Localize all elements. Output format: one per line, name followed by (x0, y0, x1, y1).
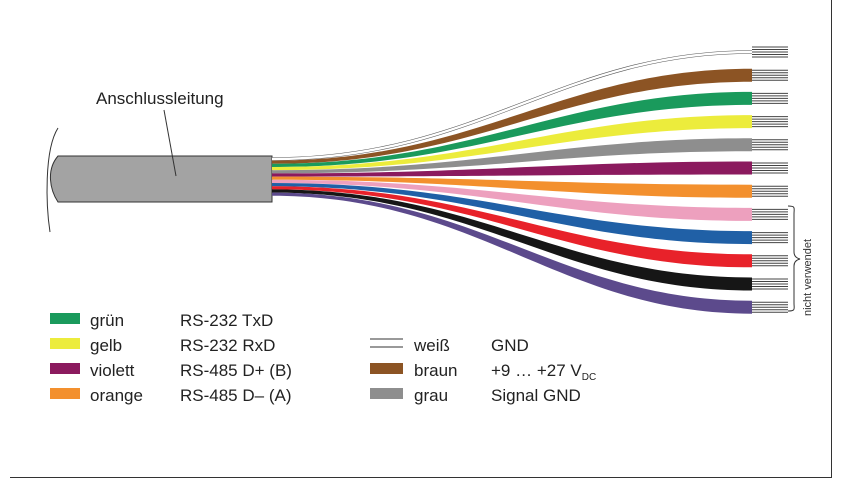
wire-tip-3 (752, 116, 788, 128)
wire-bundle (271, 46, 788, 314)
legend-color-name: gelb (90, 336, 122, 355)
wire-5 (272, 161, 788, 177)
legend-swatch (50, 363, 80, 374)
legend: grün RS-232 TxD gelb RS-232 RxD violett RS-48… (50, 311, 596, 405)
wire-1 (272, 68, 788, 164)
legend-color-name: braun (414, 361, 457, 380)
legend-row-weiß: weiß GND (370, 336, 529, 355)
legend-signal: GND (491, 336, 529, 355)
wire-4 (272, 138, 788, 174)
wire-11 (272, 192, 788, 314)
wire-10 (272, 189, 788, 291)
legend-signal: RS-232 RxD (180, 336, 275, 355)
legend-signal: +9 … +27 VDC (491, 361, 596, 383)
legend-row-grau: grau Signal GND (370, 386, 581, 405)
legend-signal: Signal GND (491, 386, 581, 405)
wire-tip-10 (752, 278, 788, 290)
legend-row-violett: violett RS-485 D+ (B) (50, 361, 292, 380)
legend-signal: RS-485 D– (A) (180, 386, 291, 405)
legend-row-orange: orange RS-485 D– (A) (50, 386, 291, 405)
unused-label: nicht verwendet (802, 239, 814, 316)
diagram-frame (10, 0, 832, 478)
wire-tip-4 (752, 139, 788, 151)
wire-9 (272, 186, 788, 268)
legend-color-name: orange (90, 386, 143, 405)
legend-color-name: grün (90, 311, 124, 330)
wire-0 (271, 46, 788, 161)
legend-swatch (50, 338, 80, 349)
legend-color-name: weiß (413, 336, 450, 355)
legend-row-gelb: gelb RS-232 RxD (50, 336, 275, 355)
wire-8 (272, 183, 788, 245)
cable-label-leader (163, 109, 177, 177)
legend-swatch (370, 363, 403, 374)
wire-3 (272, 115, 788, 171)
cable-label: Anschlussleitung (96, 89, 224, 108)
wire-7 (272, 179, 788, 221)
legend-swatch (370, 388, 403, 399)
wire-tip-2 (752, 92, 788, 104)
legend-swatch (50, 388, 80, 399)
wire-tip-7 (752, 208, 788, 220)
wire-tip-5 (752, 162, 788, 174)
wire-tip-11 (752, 301, 788, 313)
cable-jacket (46, 127, 273, 233)
legend-row-grün: grün RS-232 TxD (50, 311, 273, 330)
wire-2 (272, 91, 788, 167)
wire-tip-1 (752, 69, 788, 81)
legend-swatch (50, 313, 80, 324)
wire-tip-9 (752, 255, 788, 267)
wire-tip-6 (752, 185, 788, 197)
legend-color-name: violett (90, 361, 135, 380)
wire-tip-0 (752, 46, 788, 58)
wire-tip-8 (752, 232, 788, 244)
legend-row-braun: braun +9 … +27 VDC (370, 361, 596, 383)
legend-signal: RS-485 D+ (B) (180, 361, 292, 380)
unused-bracket (787, 205, 801, 312)
legend-color-name: grau (414, 386, 448, 405)
legend-signal: RS-232 TxD (180, 311, 273, 330)
wire-6 (272, 176, 788, 198)
